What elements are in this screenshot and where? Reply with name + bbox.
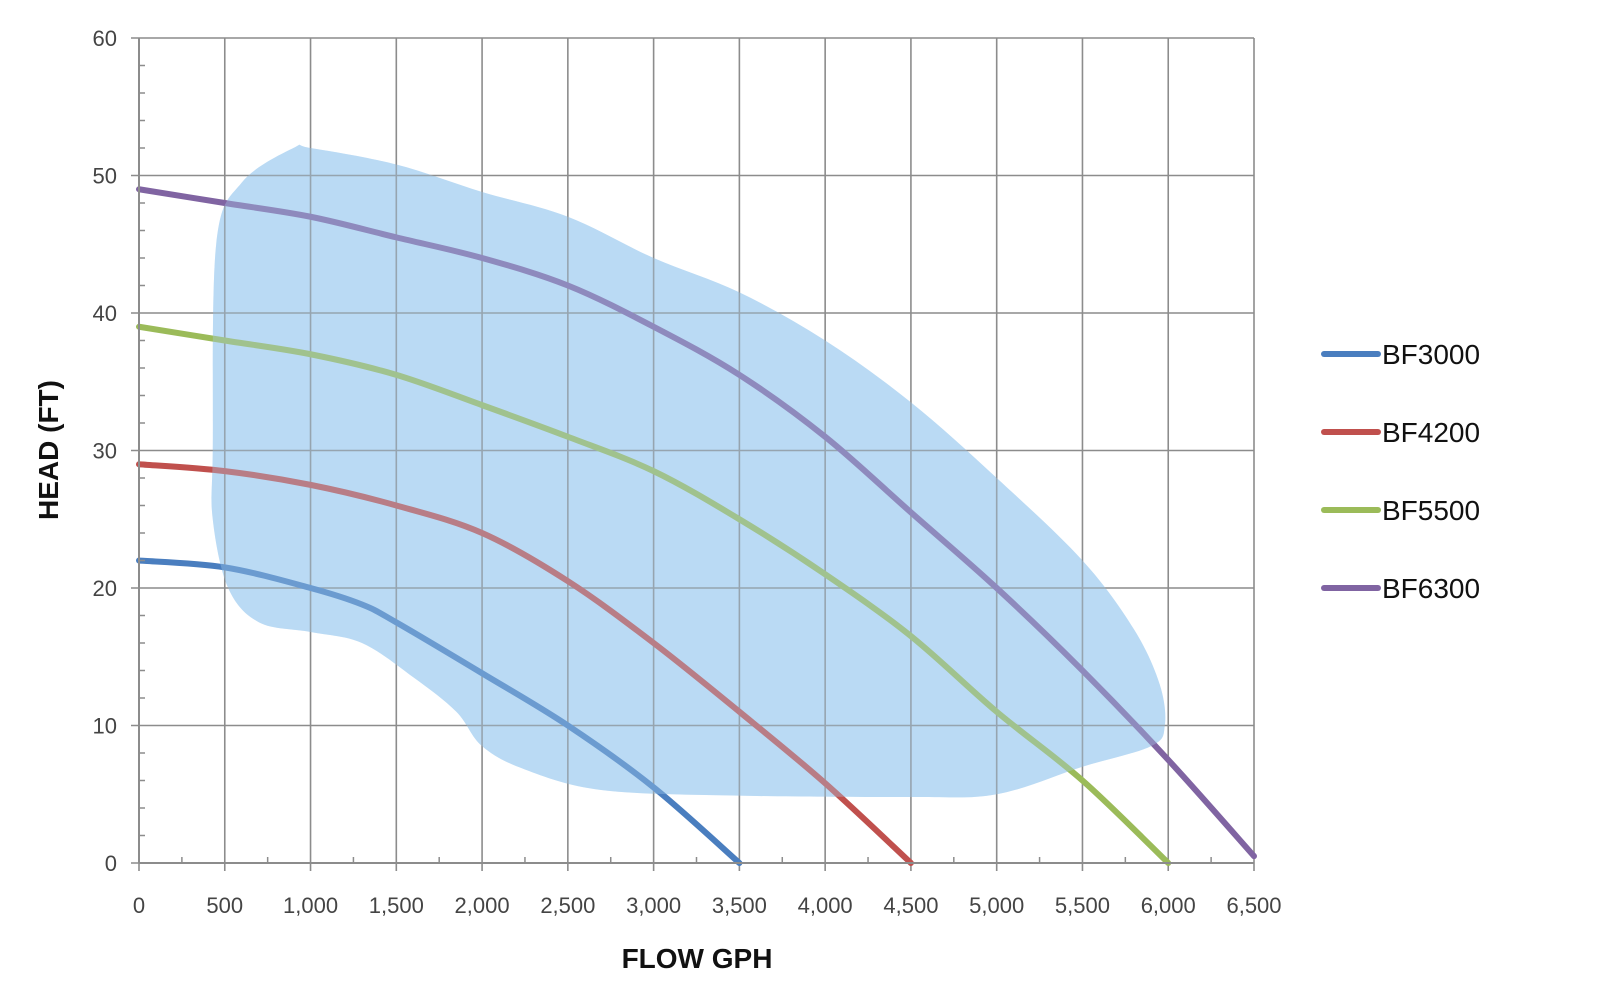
x-tick-label: 6,000 xyxy=(1141,893,1196,918)
legend-label-bf6300: BF6300 xyxy=(1382,573,1480,604)
y-tick-label: 0 xyxy=(105,851,117,876)
x-tick-label: 5,500 xyxy=(1055,893,1110,918)
legend-label-bf5500: BF5500 xyxy=(1382,495,1480,526)
y-tick-label: 60 xyxy=(93,26,117,51)
x-tick-label: 0 xyxy=(133,893,145,918)
legend-label-bf4200: BF4200 xyxy=(1382,417,1480,448)
operating-region-overlay xyxy=(211,144,1166,798)
x-tick-label: 6,500 xyxy=(1226,893,1281,918)
series-line-bf5500 xyxy=(136,323,1172,866)
region-overlay-layer xyxy=(211,144,1166,798)
y-tick-label: 30 xyxy=(93,439,117,464)
x-tick-label: 4,000 xyxy=(798,893,853,918)
x-tick-label: 2,000 xyxy=(455,893,510,918)
y-tick-label: 40 xyxy=(93,301,117,326)
series-line-bf4200 xyxy=(136,461,914,866)
series-line-bf3000 xyxy=(136,557,743,866)
x-axis-title: FLOW GPH xyxy=(622,943,773,974)
x-tick-label: 3,000 xyxy=(626,893,681,918)
axis-layer: 0 500 1,000 1,500 2,000 2,500 3,000 3,500 4,000 4… xyxy=(93,26,1282,918)
x-tick-label: 4,500 xyxy=(883,893,938,918)
x-tick-label: 2,500 xyxy=(540,893,595,918)
operating-region-area xyxy=(211,144,1166,798)
series-line-bf6300 xyxy=(136,186,1257,860)
y-tick-label: 20 xyxy=(93,576,117,601)
legend-label-bf3000: BF3000 xyxy=(1382,339,1480,370)
x-tick-label: 3,500 xyxy=(712,893,767,918)
series-layer xyxy=(136,186,1257,866)
legend: BF3000 BF4200 BF5500 BF6300 xyxy=(1321,339,1480,604)
x-tick-label: 500 xyxy=(206,893,243,918)
x-tick-label: 1,000 xyxy=(283,893,338,918)
y-axis-title: HEAD (FT) xyxy=(33,380,64,520)
x-tick-label: 5,000 xyxy=(969,893,1024,918)
x-tick-label: 1,500 xyxy=(369,893,424,918)
operating-region-layer xyxy=(211,144,1166,798)
y-tick-label: 50 xyxy=(93,164,117,189)
y-tick-label: 10 xyxy=(93,714,117,739)
